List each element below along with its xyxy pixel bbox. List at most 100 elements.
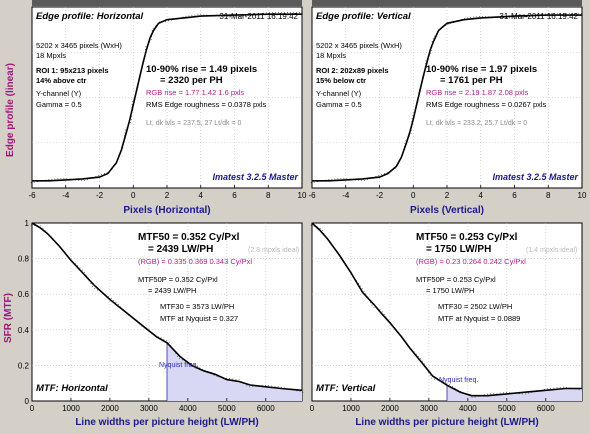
edge-h-grid: [32, 7, 302, 188]
x-tick-label: 1000: [342, 404, 360, 413]
top-strip-right: [312, 0, 582, 6]
mtf-h-nyquist-label: Nyquist freq.: [159, 362, 198, 369]
edge-v-curve: [312, 14, 582, 182]
x-tick-label: 6: [512, 191, 517, 200]
edge-v-master-label: Imatest 3.2.5 Master: [492, 172, 578, 182]
x-tick-label: -6: [308, 191, 316, 200]
mtf-h-curve: [31, 222, 303, 392]
mtf-v-mtf50-2: = 1750 LW/PH: [426, 244, 491, 255]
x-tick-label: -2: [376, 191, 384, 200]
mtf-v-mtf30: MTF30 = 2502 LW/PH: [438, 302, 512, 311]
mtf-h-xlabel: Line widths per picture height (LW/PH): [75, 417, 258, 428]
x-tick-label: 2: [165, 191, 170, 200]
mtf-v-mtf50p-1: MTF50P = 0.253 Cy/Pxl: [416, 275, 496, 284]
x-tick-label: -4: [62, 191, 70, 200]
mtf-v-mtf50-1: MTF50 = 0.253 Cy/Pxl: [416, 232, 518, 243]
edge-v-xlabel: Pixels (Vertical): [410, 205, 484, 216]
y-tick-label: 0.2: [18, 361, 30, 370]
y-tick-label: 1: [25, 219, 30, 228]
x-tick-label: -2: [96, 191, 104, 200]
edge-h-info-1: 5202 x 3465 pixels (WxH): [36, 41, 122, 50]
x-tick-label: 0: [310, 404, 315, 413]
mtf-v-tick-labels: 0 1000 2000 3000 4000 5000 6000: [310, 398, 555, 413]
edge-h-gamma: Gamma = 0.5: [36, 100, 82, 109]
edge-h-info-2: 18 Mpxls: [36, 51, 66, 60]
x-tick-label: 4000: [459, 404, 477, 413]
y-tick-label: 0.4: [18, 326, 30, 335]
edge-profile-vertical-panel: -6 -4 -2 0 2 4 6 8 10 Edge profile: Vertical 31-…: [308, 6, 587, 216]
mtf-h-mtf30: MTF30 = 3573 LW/PH: [160, 302, 234, 311]
x-tick-label: 8: [546, 191, 551, 200]
y-tick-label: 0.8: [18, 255, 30, 264]
mtf-v-mtf50p-2: = 1750 LW/PH: [426, 286, 474, 295]
edge-v-title: Edge profile: Vertical: [316, 11, 411, 22]
mtf-v-xlabel: Line widths per picture height (LW/PH): [355, 417, 538, 428]
x-tick-label: 0: [131, 191, 136, 200]
edge-v-info-2: 18 Mpxls: [316, 51, 346, 60]
x-tick-label: 1000: [62, 404, 80, 413]
mtf-v-nyquist-label: Nyquist freq.: [439, 377, 478, 384]
mtf-v-mtf-nyquist: MTF at Nyquist = 0.0889: [438, 314, 520, 323]
mtf-h-nyquist-region: [167, 342, 302, 401]
x-tick-label: 6: [232, 191, 237, 200]
edge-h-rms: RMS Edge roughness = 0.0378 pxls: [146, 100, 267, 109]
edge-v-gamma: Gamma = 0.5: [316, 100, 362, 109]
mtf-v-nyquist-region: [447, 385, 582, 401]
x-tick-label: -6: [28, 191, 36, 200]
edge-v-info-1: 5202 x 3465 pixels (WxH): [316, 41, 402, 50]
edge-v-timestamp: 31-Mar-2011 16:19:42: [499, 12, 578, 21]
edge-v-channel: Y-channel (Y): [316, 89, 362, 98]
mtf-v-rgb: (RGB) = 0.23 0.264 0.242 Cy/Pxl: [416, 257, 526, 266]
x-tick-label: 4: [199, 191, 204, 200]
edge-v-levels: Lt, dk lvls = 233.2, 25.7 Lt/dk = 0: [426, 120, 527, 127]
x-tick-label: 10: [578, 191, 587, 200]
edge-v-rise-2: = 1761 per PH: [440, 75, 503, 86]
x-tick-label: 5000: [498, 404, 516, 413]
y-tick-label: 0: [25, 397, 30, 406]
mtf-v-grid: [312, 223, 582, 401]
mtf-v-title: MTF: Vertical: [316, 383, 376, 394]
mtf-h-mtf50-2: = 2439 LW/PH: [148, 244, 213, 255]
x-tick-label: 10: [298, 191, 307, 200]
sfr-ylabel: SFR (MTF): [3, 293, 14, 343]
edge-v-sample-dots: [310, 13, 584, 184]
mtf-h-title: MTF: Horizontal: [36, 383, 108, 394]
x-tick-label: 5000: [218, 404, 236, 413]
edge-h-master-label: Imatest 3.2.5 Master: [212, 172, 298, 182]
x-tick-label: -4: [342, 191, 350, 200]
top-strip-left: [32, 0, 302, 6]
mtf-v-ideal-note: (1.4 mpxls ideal): [526, 247, 577, 254]
mtf-h-mtf50-1: MTF50 = 0.352 Cy/Pxl: [138, 232, 240, 243]
edge-ylabel: Edge profile (linear): [5, 63, 16, 157]
edge-v-rise-1: 10-90% rise = 1.97 pixels: [426, 64, 537, 75]
edge-h-channel: Y-channel (Y): [36, 89, 82, 98]
edge-h-roi-1: ROI 1: 95x213 pixels: [36, 66, 109, 75]
mtf-h-tick-labels: 0 1000 2000 3000 4000 5000 6000 0 0.2 0.4 0.6 0.8 1: [18, 219, 275, 413]
edge-h-timestamp: 31-Mar-2011 16:19:42: [219, 12, 298, 21]
x-tick-label: 6000: [537, 404, 555, 413]
edge-h-rise-1: 10-90% rise = 1.49 pixels: [146, 64, 257, 75]
edge-h-curve: [32, 13, 302, 182]
edge-h-tick-labels: -6 -4 -2 0 2 4 6 8 10: [28, 185, 307, 200]
x-tick-label: 8: [266, 191, 271, 200]
x-tick-label: 4000: [179, 404, 197, 413]
x-tick-label: 2000: [101, 404, 119, 413]
mtf-h-mtf50p-2: = 2439 LW/PH: [148, 286, 196, 295]
x-tick-label: 3000: [420, 404, 438, 413]
mtf-h-ideal-note: (2.8 mpxls ideal): [248, 247, 299, 254]
x-tick-label: 4: [479, 191, 484, 200]
x-tick-label: 6000: [257, 404, 275, 413]
edge-h-rgb: RGB rise = 1.77 1.42 1.6 pxls: [146, 88, 244, 97]
edge-h-sample-dots: [30, 12, 304, 184]
edge-v-roi-2: 15% below ctr: [316, 76, 366, 85]
edge-v-tick-labels: -6 -4 -2 0 2 4 6 8 10: [308, 185, 587, 200]
mtf-vertical-panel: 0 1000 2000 3000 4000 5000 6000 MTF50 = 0.253 …: [310, 222, 584, 428]
x-tick-label: 3000: [140, 404, 158, 413]
edge-h-roi-2: 14% above ctr: [36, 76, 87, 85]
mtf-v-plot-area: [311, 222, 583, 402]
edge-v-rgb: RGB rise = 2.19 1.87 2.08 pxls: [426, 88, 529, 97]
mtf-horizontal-panel: 0 1000 2000 3000 4000 5000 600000.20.40.60.81 …: [18, 219, 304, 428]
edge-h-rise-2: = 2320 per PH: [160, 75, 223, 86]
